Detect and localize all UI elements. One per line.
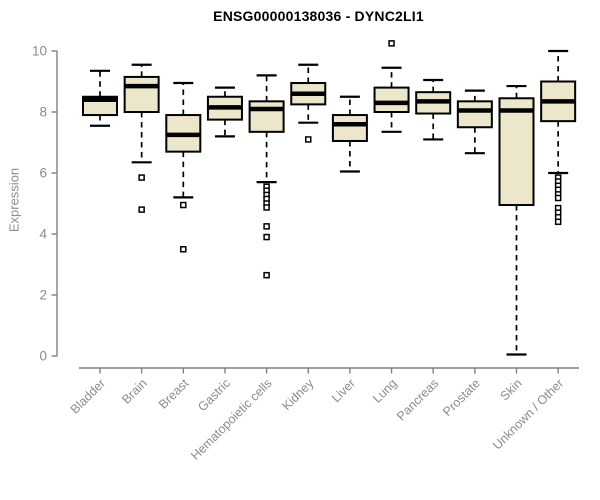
x-tick-label-kidney: Kidney — [279, 376, 316, 413]
x-tick-label-liver: Liver — [329, 376, 358, 405]
y-tick-label: 10 — [32, 44, 47, 59]
y-tick-label: 4 — [39, 227, 47, 242]
x-tick-label-bladder: Bladder — [68, 376, 108, 416]
outlier-point-lung — [388, 40, 395, 47]
outlier-point-hematopoietic-cells — [263, 271, 270, 279]
box-hematopoietic-cells — [248, 100, 285, 133]
outlier-point-breast — [180, 201, 187, 209]
box-prostate — [456, 100, 493, 129]
box-skin — [498, 97, 535, 207]
outlier-point-unknown-other — [554, 218, 562, 226]
outlier-point-brain — [138, 206, 145, 213]
x-tick-label-unknown-other: Unknown / Other — [490, 376, 566, 452]
box-brain — [123, 75, 160, 114]
outlier-point-hematopoietic-cells — [263, 223, 270, 230]
x-tick-label-gastric: Gastric — [195, 376, 233, 414]
y-tick-label: 8 — [39, 105, 47, 120]
x-tick-label-brain: Brain — [119, 376, 150, 407]
x-tick-label-pancreas: Pancreas — [394, 376, 441, 423]
x-tick-label-prostate: Prostate — [440, 376, 483, 419]
outlier-point-breast — [180, 246, 187, 253]
y-tick-label: 6 — [39, 166, 47, 181]
outlier-point-hematopoietic-cells — [263, 204, 270, 211]
outlier-point-brain — [138, 174, 145, 181]
x-tick-label-skin: Skin — [498, 376, 525, 403]
y-tick-label: 0 — [39, 349, 47, 364]
x-tick-label-breast: Breast — [156, 376, 192, 412]
chart-title: ENSG00000138036 - DYNC2LI1 — [213, 8, 424, 24]
outlier-point-hematopoietic-cells — [263, 233, 270, 241]
outlier-point-kidney — [305, 136, 312, 143]
outlier-point-unknown-other — [554, 194, 562, 202]
x-tick-label-hematopoietic-cells: Hematopoietic cells — [188, 376, 275, 463]
y-tick-label: 2 — [39, 288, 47, 303]
box-liver — [331, 114, 368, 142]
x-tick-label-lung: Lung — [370, 376, 400, 406]
box-lung — [373, 86, 410, 113]
